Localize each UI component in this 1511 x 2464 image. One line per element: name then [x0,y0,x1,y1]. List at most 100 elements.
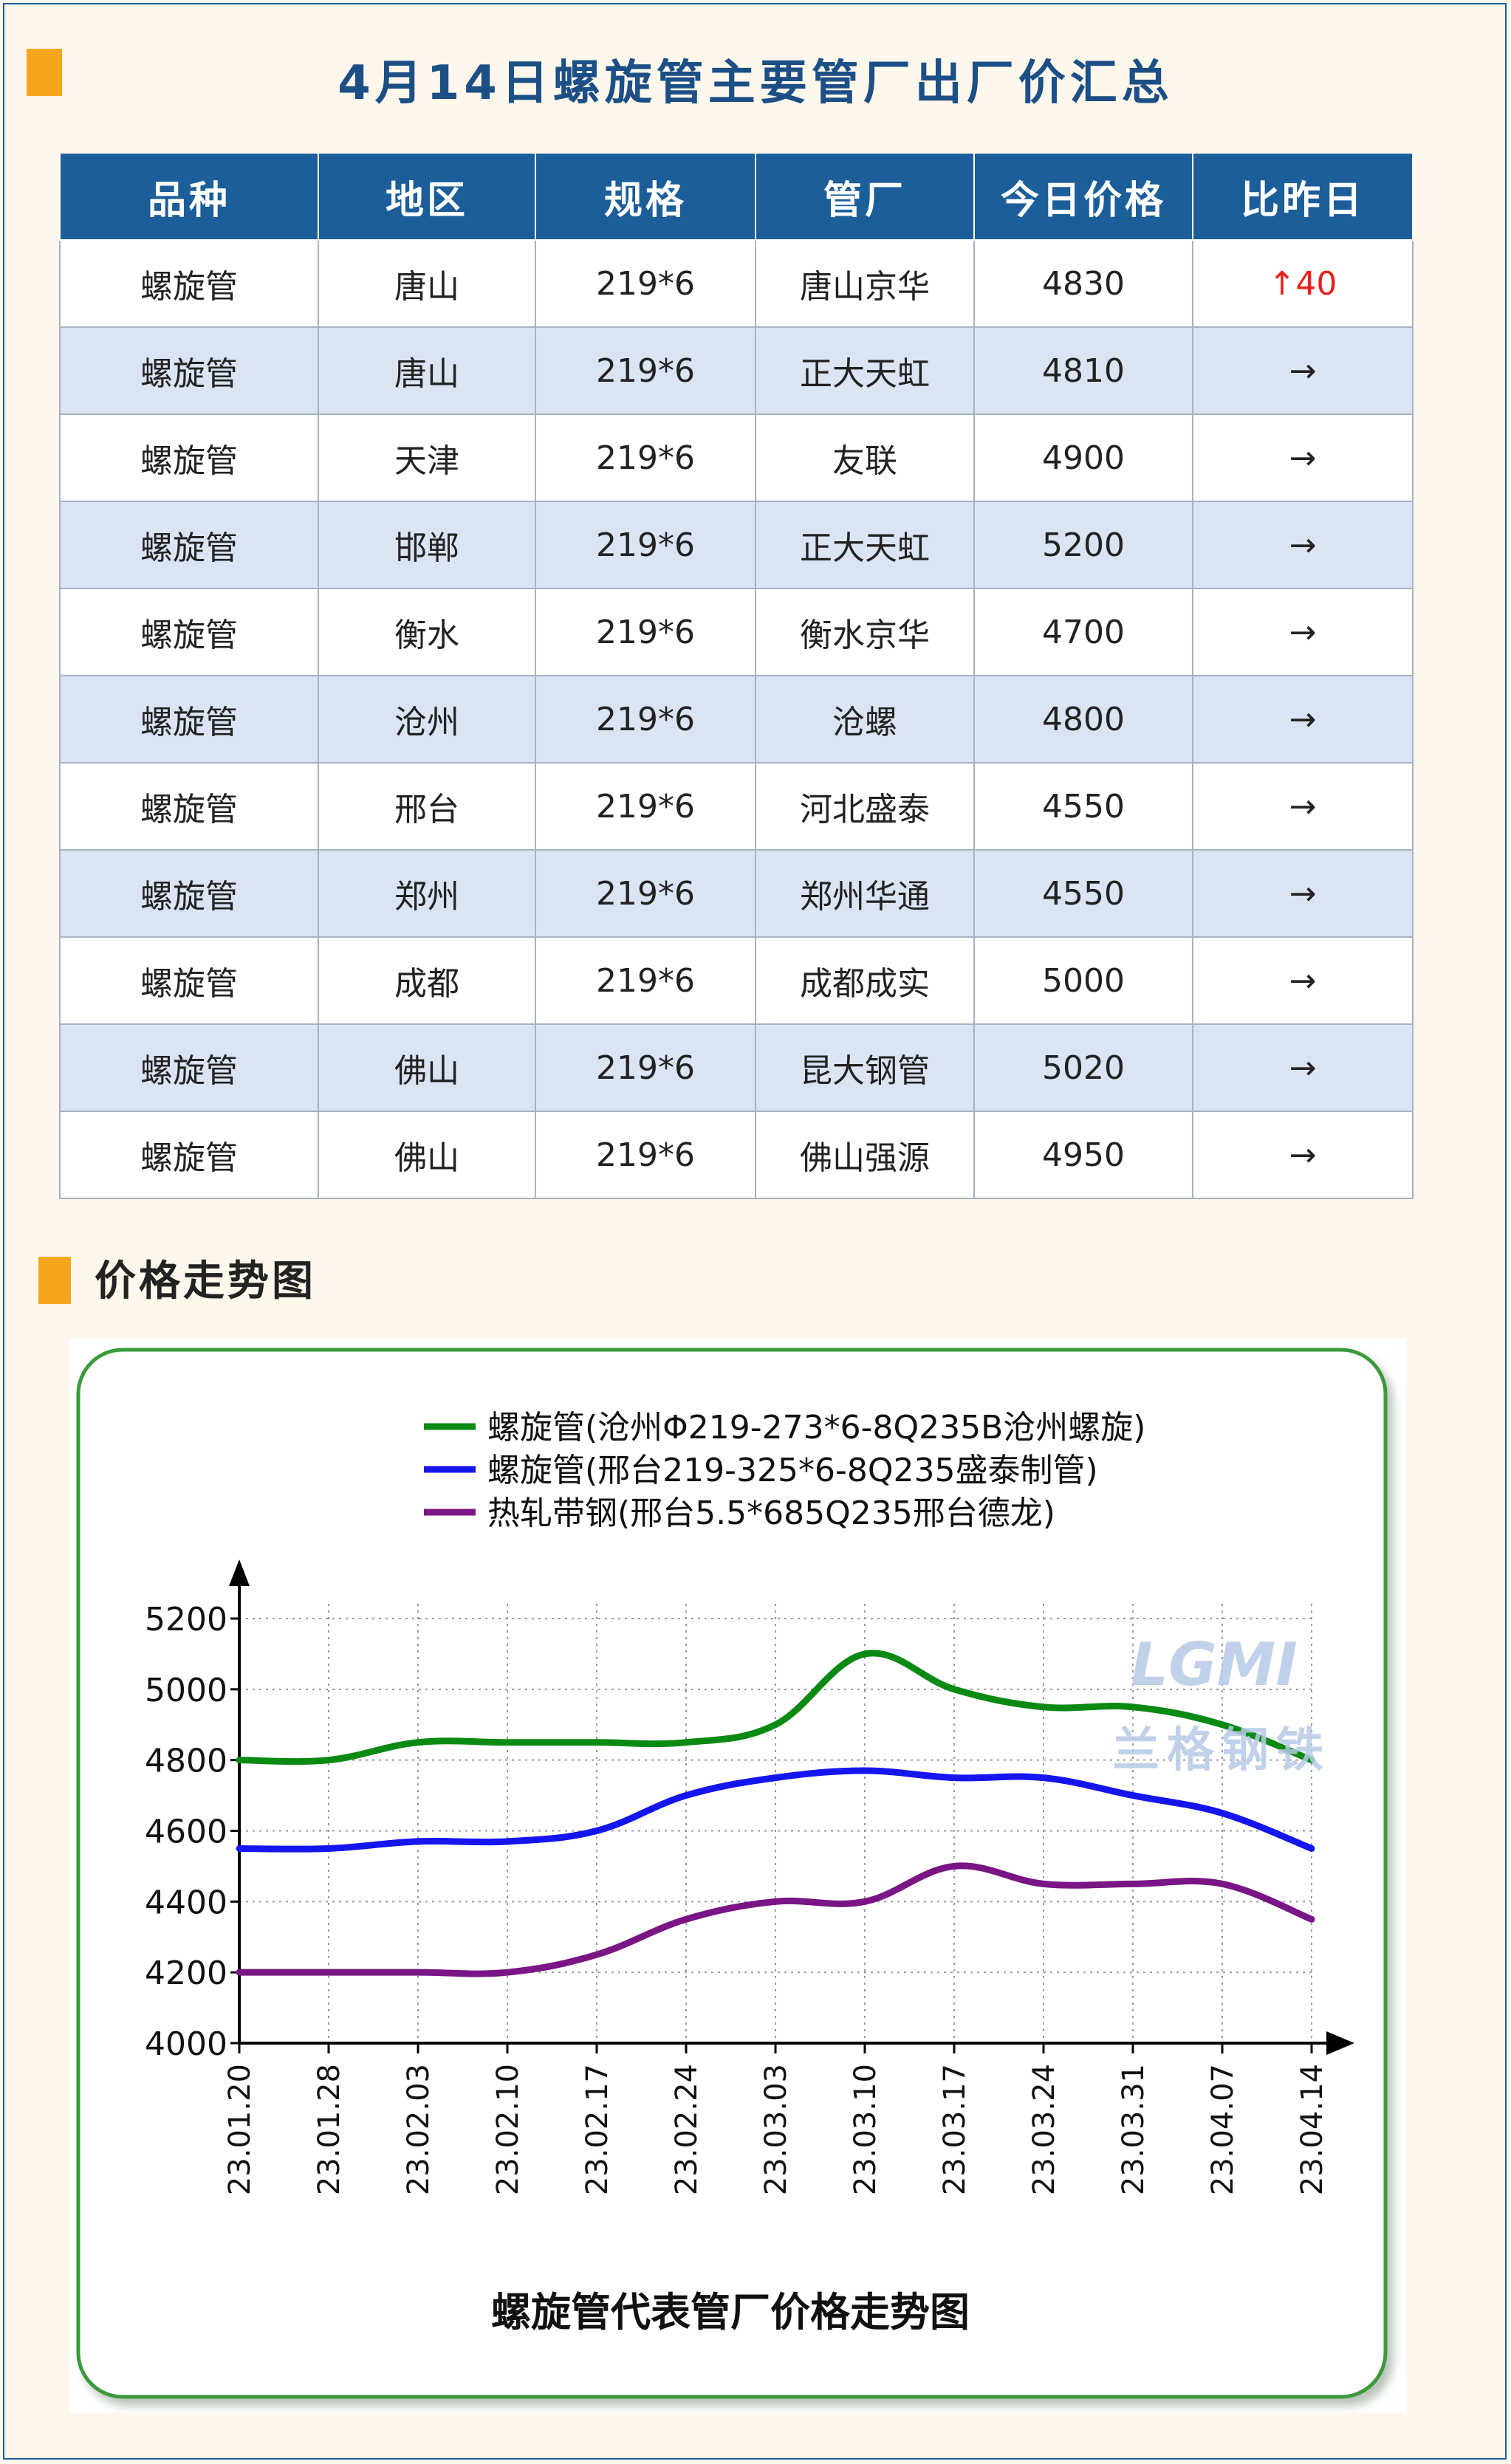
table-row: 螺旋管 邢台 219*6 河北盛泰 4550 → [59,762,1414,851]
watermark-logo: LGMI [1131,1630,1298,1699]
cell-variety: 螺旋管 [59,413,319,502]
table-row: 螺旋管 佛山 219*6 佛山强源 4950 → [59,1111,1414,1199]
cell-mill: 昆大钢管 [755,1023,975,1112]
cell-mill: 郑州华通 [755,849,975,938]
cell-variety: 螺旋管 [59,588,319,676]
cell-region: 邢台 [318,762,536,851]
x-tick-label: 23.02.03 [402,2064,436,2195]
page-frame [3,3,1507,2460]
table-row: 螺旋管 衡水 219*6 衡水京华 4700 → [59,588,1414,676]
y-tick-label: 4200 [145,1955,227,1992]
x-tick-label: 23.03.24 [1027,2064,1061,2195]
header-today-price: 今日价格 [973,154,1193,241]
x-tick-label: 23.02.24 [670,2064,704,2195]
x-axis-arrow [1326,2031,1354,2055]
cell-mill: 唐山京华 [755,239,975,328]
x-tick-label: 23.04.14 [1295,2064,1329,2195]
cell-today-price: 4810 [973,326,1193,415]
y-tick-label: 4600 [145,1813,227,1851]
cell-change: → [1192,849,1414,938]
x-tick-label: 23.04.07 [1206,2064,1240,2195]
cell-change: → [1192,501,1414,589]
cell-mill: 河北盛泰 [755,762,975,851]
cell-mill: 成都成实 [755,936,975,1025]
line-chart: 4000 4200 4400 4600 4800 5000 5200 23.01.20 23.0… [76,1348,1388,2399]
cell-variety: 螺旋管 [59,326,319,415]
series-line-2 [236,1767,1315,1853]
cell-region: 邯郸 [318,501,536,589]
legend-label-2: 螺旋管(邢台219-325*6-8Q235盛泰制管) [487,1452,1098,1489]
cell-change: → [1192,1111,1414,1199]
header-region: 地区 [318,154,536,241]
cell-change: → [1192,326,1414,415]
y-tick-label: 5000 [145,1672,227,1709]
header-spec: 规格 [535,154,756,241]
cell-region: 佛山 [318,1023,536,1112]
cell-spec: 219*6 [535,326,756,415]
cell-spec: 219*6 [535,936,756,1025]
cell-today-price: 4800 [973,675,1193,763]
watermark-text: 兰格钢铁 [1112,1723,1331,1778]
cell-today-price: 4830 [973,239,1193,328]
cell-change: → [1192,936,1414,1025]
cell-spec: 219*6 [535,413,756,502]
table-row: 螺旋管 天津 219*6 友联 4900 → [59,413,1414,502]
series-line-3 [236,1862,1315,1977]
cell-change: → [1192,413,1414,502]
cell-variety: 螺旋管 [59,1023,319,1112]
legend-label-3: 热轧带钢(邢台5.5*685Q235邢台德龙) [487,1494,1055,1532]
table-row: 螺旋管 唐山 219*6 正大天虹 4810 → [59,326,1414,415]
cell-today-price: 4900 [973,413,1193,502]
cell-today-price: 4950 [973,1111,1193,1199]
cell-region: 成都 [318,936,536,1025]
cell-mill: 正大天虹 [755,501,975,589]
cell-change: → [1192,675,1414,763]
cell-region: 天津 [318,413,536,502]
cell-change: → [1192,762,1414,851]
cell-spec: 219*6 [535,762,756,851]
section-marker [38,1257,71,1304]
header-mill: 管厂 [755,154,975,241]
table-row: 螺旋管 邯郸 219*6 正大天虹 5200 → [59,501,1414,589]
cell-change: ↑40 [1192,239,1414,328]
table-row: 螺旋管 佛山 219*6 昆大钢管 5020 → [59,1023,1414,1112]
cell-today-price: 4550 [973,762,1193,851]
x-tick-label: 23.02.17 [580,2064,614,2195]
cell-variety: 螺旋管 [59,1111,319,1199]
cell-change: → [1192,588,1414,676]
series-line-1 [236,1650,1315,1765]
cell-mill: 正大天虹 [755,326,975,415]
cell-mill: 友联 [755,413,975,502]
cell-region: 唐山 [318,239,536,328]
table-row: 螺旋管 成都 219*6 成都成实 5000 → [59,936,1414,1025]
header-change: 比昨日 [1192,154,1414,241]
cell-spec: 219*6 [535,239,756,328]
price-table: 品种 地区 规格 管厂 今日价格 比昨日 螺旋管 唐山 219*6 唐山京华 4830 ↑… [59,154,1414,1199]
y-tick-label: 4400 [145,1884,227,1921]
cell-region: 佛山 [318,1111,536,1199]
section-title: 价格走势图 [95,1257,316,1305]
cell-variety: 螺旋管 [59,762,319,851]
cell-spec: 219*6 [535,1111,756,1199]
cell-spec: 219*6 [535,1023,756,1112]
x-tick-label: 23.03.31 [1117,2064,1151,2195]
cell-today-price: 4550 [973,849,1193,938]
table-header-row: 品种 地区 规格 管厂 今日价格 比昨日 [59,154,1414,241]
cell-today-price: 5200 [973,501,1193,589]
cell-variety: 螺旋管 [59,849,319,938]
x-tick-label: 23.01.20 [223,2064,257,2195]
cell-today-price: 5020 [973,1023,1193,1112]
chart-title: 螺旋管代表管厂价格走势图 [491,2289,970,2336]
cell-spec: 219*6 [535,849,756,938]
cell-spec: 219*6 [535,588,756,676]
chart-container: 4000 4200 4400 4600 4800 5000 5200 23.01.20 23.0… [69,1338,1406,2413]
x-tick-label: 23.02.10 [491,2064,525,2195]
x-tick-label: 23.03.10 [849,2064,883,2195]
cell-region: 衡水 [318,588,536,676]
cell-change: → [1192,1023,1414,1112]
cell-today-price: 4700 [973,588,1193,676]
cell-spec: 219*6 [535,501,756,589]
cell-variety: 螺旋管 [59,501,319,589]
table-row: 螺旋管 沧州 219*6 沧螺 4800 → [59,675,1414,763]
y-tick-label: 4800 [145,1743,227,1780]
